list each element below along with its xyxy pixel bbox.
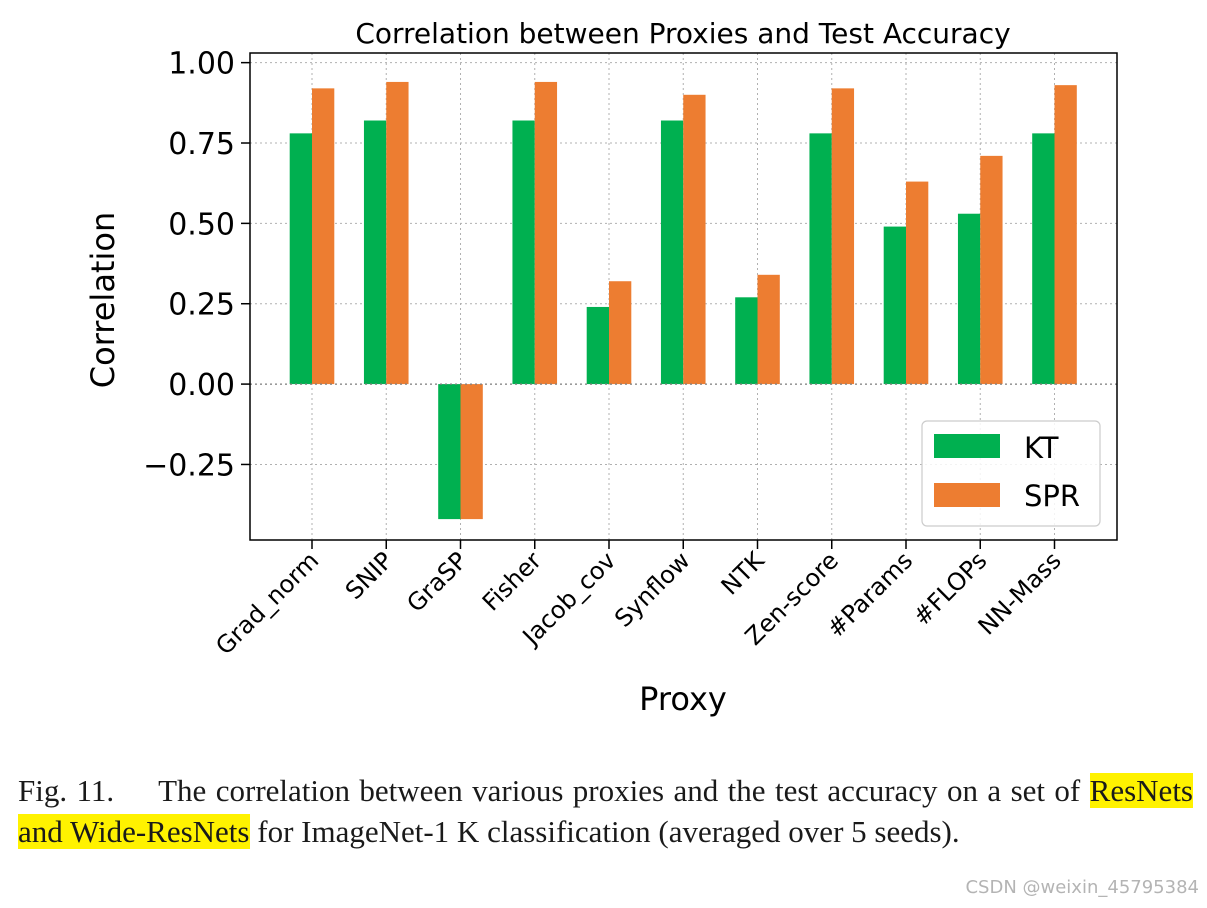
x-tick-label-3: Fisher (477, 546, 547, 616)
legend-label-kt: KT (1024, 431, 1059, 465)
caption-label: Fig. 11. (18, 773, 115, 808)
bar-kt-3 (512, 120, 535, 385)
bar-kt-5 (660, 120, 684, 385)
bar-kt-0 (289, 133, 312, 385)
chart-title: Correlation between Proxies and Test Acc… (355, 17, 1010, 50)
legend-swatch-kt (934, 434, 1000, 458)
bar-kt-6 (735, 297, 758, 385)
x-axis-ticks: Grad_norm SNIP GraSP FisherJacob_covSynflow… (210, 540, 1067, 660)
bar-spr-0 (312, 88, 335, 385)
bar-spr-9 (980, 155, 1003, 385)
y-tick-label-5: 1.00 (168, 47, 235, 82)
bar-spr-7 (831, 88, 855, 385)
x-tick-label-0: Grad_norm (210, 546, 324, 660)
bar-kt-2 (438, 384, 461, 520)
bar-kt-4 (586, 306, 609, 385)
x-tick-label-6: NTK (716, 546, 771, 601)
bar-spr-6 (757, 274, 780, 385)
bar-spr-8 (906, 181, 929, 385)
watermark: CSDN @weixin_45795384 (965, 877, 1199, 898)
bar-spr-3 (534, 81, 558, 385)
legend-label-spr: SPR (1024, 479, 1080, 513)
bar-kt-10 (1032, 133, 1055, 385)
x-axis-label: Proxy (639, 680, 727, 718)
y-tick-label-0: −0.25 (143, 448, 235, 483)
y-tick-label-2: 0.25 (168, 288, 235, 323)
legend-swatch-spr (934, 483, 1000, 507)
bar-kt-1 (363, 120, 387, 385)
bar-spr-2 (460, 384, 483, 520)
caption-text-after: for ImageNet-1 K classification (average… (249, 814, 960, 849)
y-tick-label-3: 0.50 (168, 207, 235, 242)
bar-spr-10 (1054, 85, 1077, 385)
y-axis-label: Correlation (84, 212, 122, 388)
bar-spr-5 (683, 94, 706, 385)
bar-spr-1 (386, 81, 409, 385)
y-tick-label-1: 0.00 (168, 368, 235, 403)
bar-spr-4 (609, 281, 632, 385)
x-tick-label-5: Synflow (609, 546, 695, 632)
figure-caption: Fig. 11. The correlation between various … (18, 770, 1193, 852)
x-tick-label-10: NN-Mass (973, 546, 1067, 640)
x-tick-label-2: GraSP (401, 546, 472, 617)
x-tick-label-1: SNIP (340, 546, 399, 605)
bars (289, 81, 1077, 520)
y-axis-ticks: −0.25 0.00 0.25 0.50 0.75 1.00 (143, 47, 250, 483)
bar-kt-9 (957, 213, 981, 385)
legend: KT SPR (921, 420, 1101, 527)
caption-text-before: The correlation between various proxies … (158, 773, 1090, 808)
y-tick-label-4: 0.75 (168, 127, 235, 162)
bar-kt-8 (883, 226, 906, 385)
bar-chart: −0.25 0.00 0.25 0.50 0.75 1.00 Grad_norm SNIP G… (84, 17, 1118, 718)
bar-kt-7 (809, 133, 832, 385)
